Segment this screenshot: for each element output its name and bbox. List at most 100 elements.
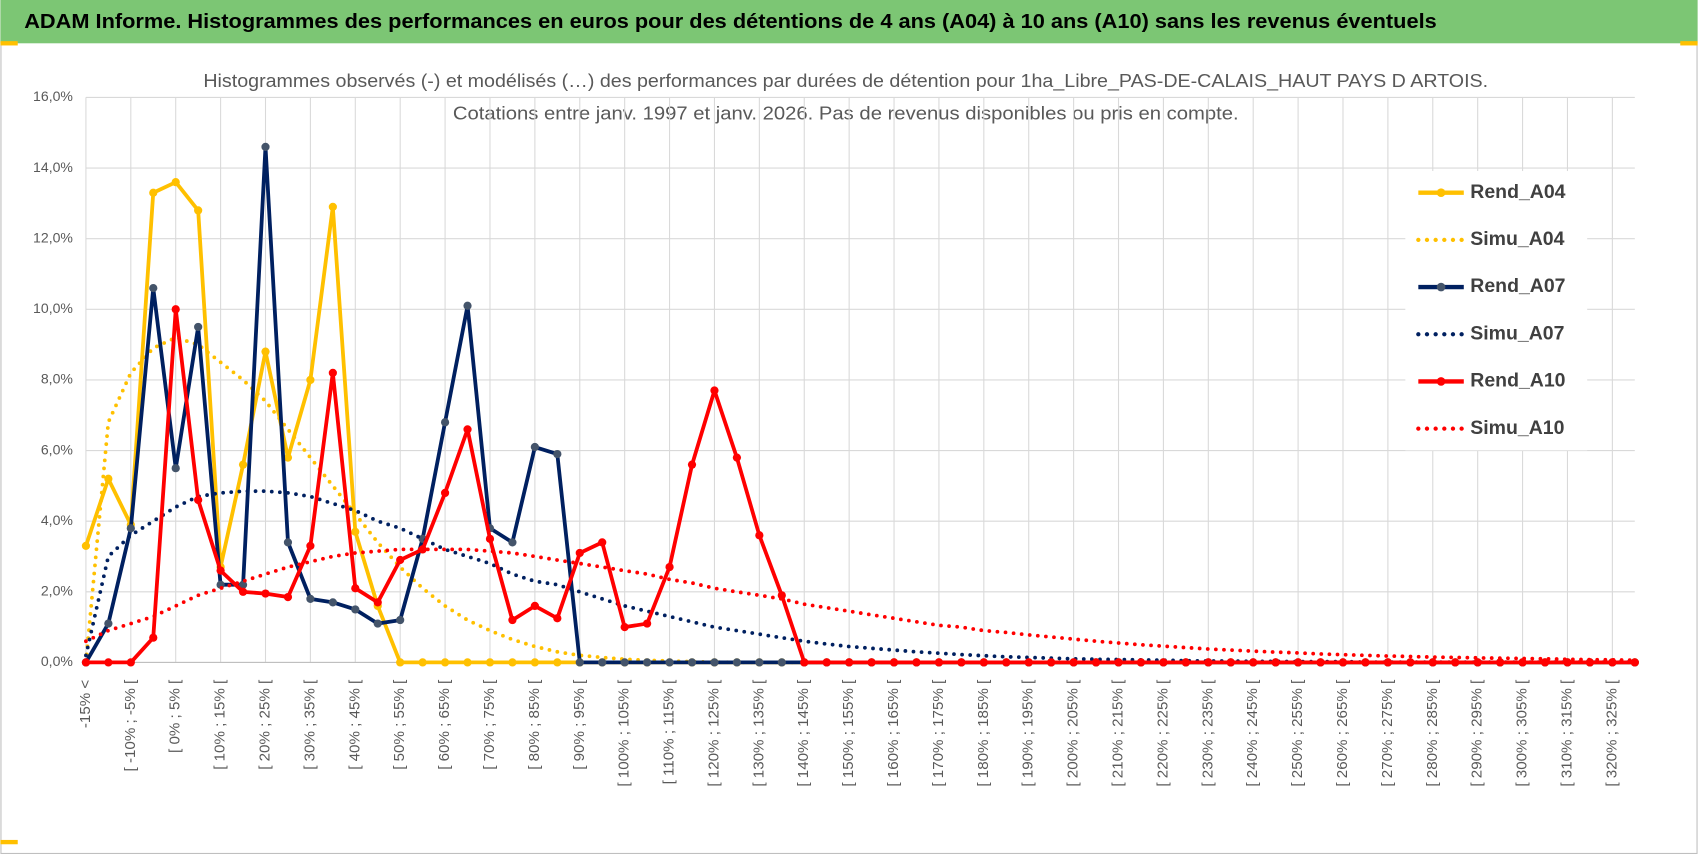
data-point [642, 658, 652, 667]
data-point [104, 619, 113, 628]
data-point [1047, 658, 1056, 667]
data-point [261, 347, 270, 356]
data-point [149, 188, 158, 197]
y-tick-label: 6,0% [41, 441, 73, 457]
data-point [1249, 658, 1258, 667]
data-point [530, 442, 539, 452]
data-point [710, 386, 719, 395]
header-band [0, 0, 1698, 44]
chart-title: Histogrammes observés (-) et modélisés (… [203, 70, 1488, 92]
data-point [171, 178, 180, 187]
data-point [1293, 658, 1303, 667]
x-tick-label: [ 40% ; 45% [ [346, 679, 363, 770]
data-point [396, 615, 405, 625]
data-point [149, 633, 158, 642]
x-tick-label: [ -10% ; -5% [ [122, 679, 139, 772]
data-point [81, 541, 91, 550]
legend-label: Simu_A07 [1470, 322, 1564, 344]
data-point [261, 589, 270, 598]
legend-label: Rend_A04 [1470, 181, 1565, 203]
data-point [463, 425, 472, 434]
legend-label: Simu_A10 [1470, 417, 1564, 439]
x-tick-label: [ 120% ; 125% [ [705, 679, 722, 787]
x-tick-label: [ 100% ; 105% [ [616, 679, 633, 787]
x-tick-label: [ 310% ; 315% [ [1558, 679, 1575, 787]
data-point [687, 460, 697, 469]
data-point [126, 658, 135, 667]
data-point [867, 658, 876, 667]
data-point [553, 658, 562, 667]
x-tick-label: [ 190% ; 195% [ [1020, 679, 1037, 787]
data-point [800, 658, 809, 667]
data-point [373, 619, 382, 628]
data-point [642, 619, 652, 628]
data-point [104, 658, 113, 667]
data-point [104, 474, 113, 483]
data-point [283, 592, 293, 602]
data-point [1451, 658, 1460, 667]
data-point [822, 658, 831, 667]
data-point [81, 658, 91, 667]
x-tick-label: [ 180% ; 185% [ [975, 679, 992, 787]
x-tick-label: -15% < [77, 680, 94, 729]
x-tick-label: [ 220% ; 225% [ [1154, 679, 1171, 787]
data-point [1069, 658, 1078, 667]
data-point [238, 587, 248, 596]
data-point [283, 538, 293, 547]
x-tick-label: [ 170% ; 175% [ [930, 679, 947, 787]
x-tick-label: [ 70% ; 75% [ [481, 679, 498, 770]
data-point [889, 658, 899, 667]
legend-label: Rend_A10 [1470, 370, 1565, 392]
legend-marker [1436, 282, 1446, 292]
data-point [755, 531, 764, 540]
data-point [665, 658, 674, 667]
series-line [84, 547, 1637, 663]
x-tick-label: [ 140% ; 145% [ [795, 679, 812, 787]
data-point [957, 658, 966, 667]
data-point [732, 453, 742, 462]
x-tick-label: [ 320% ; 325% [ [1603, 679, 1620, 787]
data-point [1136, 658, 1146, 667]
corner [0, 839, 18, 845]
data-point [440, 488, 450, 498]
data-point [194, 495, 203, 505]
legend-marker [1436, 188, 1446, 197]
data-point [1338, 658, 1348, 667]
data-point [598, 538, 607, 547]
x-tick-label: [ 80% ; 85% [ [526, 679, 543, 770]
data-point [1271, 658, 1280, 667]
y-tick-label: 14,0% [33, 159, 73, 175]
data-point [1406, 658, 1415, 667]
data-point [575, 548, 584, 558]
data-point [306, 594, 315, 603]
data-point [845, 658, 854, 667]
chart-subtitle: Cotations entre janv. 1997 et janv. 2026… [453, 103, 1239, 124]
data-point [1002, 658, 1011, 667]
data-point [620, 658, 629, 667]
legend-marker [1436, 377, 1446, 386]
x-tick-label: [ 270% ; 275% [ [1379, 679, 1396, 787]
x-tick-label: [ 110% ; 115% [ [661, 679, 678, 784]
data-point [1181, 658, 1190, 667]
y-tick-label: 0,0% [41, 653, 73, 669]
data-point [328, 202, 337, 211]
data-point [328, 368, 337, 377]
y-tick-label: 2,0% [41, 583, 73, 599]
data-point [1428, 658, 1437, 667]
data-point [396, 658, 405, 667]
data-point [1473, 658, 1482, 667]
x-tick-label: [ 160% ; 165% [ [885, 679, 902, 787]
data-point [1630, 658, 1639, 667]
data-point [194, 322, 203, 332]
data-point [238, 460, 248, 469]
data-point [934, 658, 944, 667]
data-point [1024, 658, 1033, 667]
data-point [351, 605, 360, 614]
data-point [553, 614, 562, 623]
data-point [351, 527, 360, 536]
data-point [508, 615, 517, 625]
data-point [1316, 658, 1325, 667]
data-point [508, 538, 517, 547]
data-point [979, 658, 988, 667]
